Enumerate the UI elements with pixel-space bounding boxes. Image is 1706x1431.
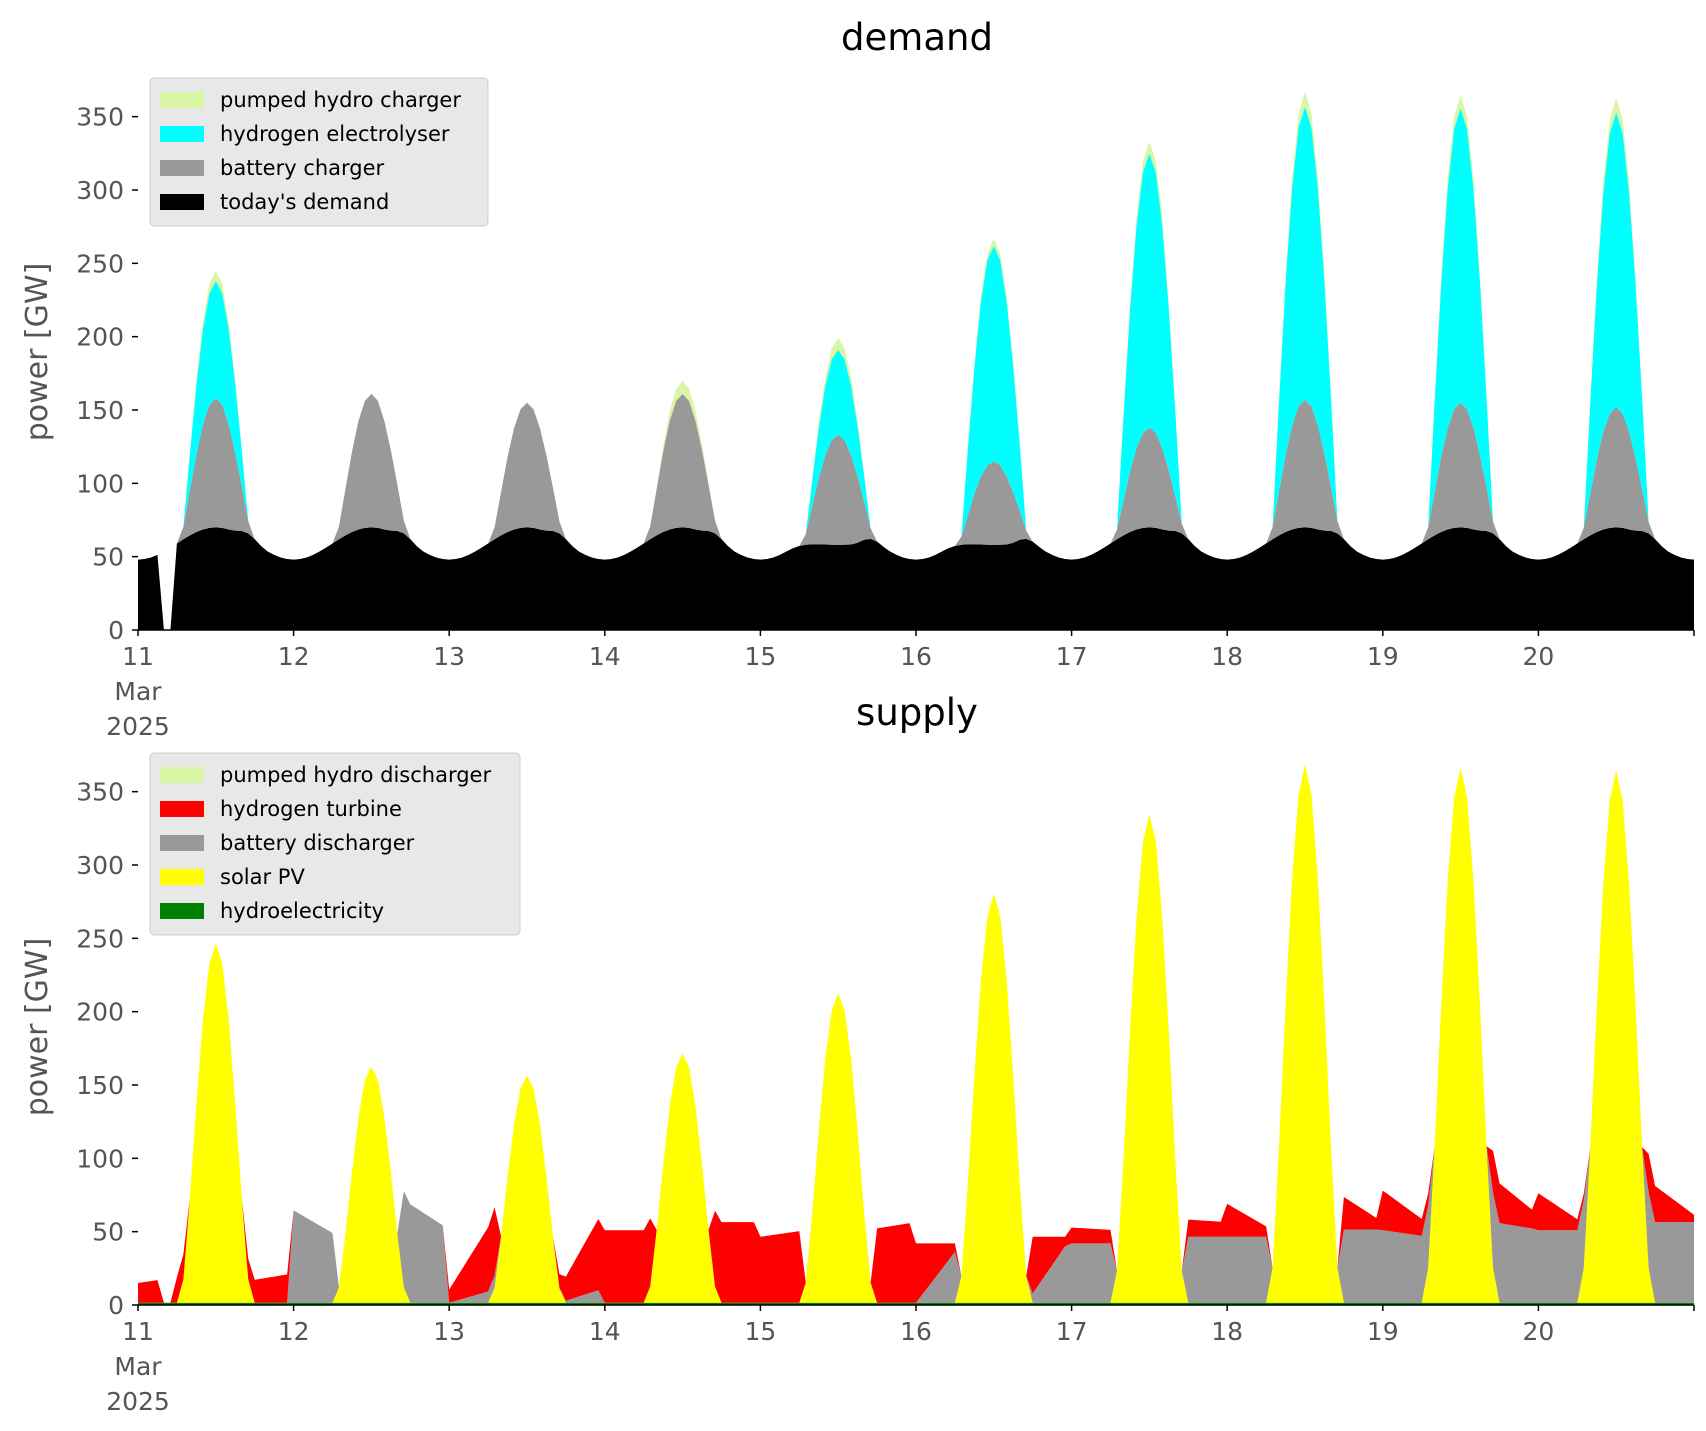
supply-x-tick-label: 12 <box>278 1317 310 1346</box>
supply-y-tick-label: 200 <box>76 998 124 1027</box>
supply-x-tick-sublabel: 2025 <box>106 1387 170 1416</box>
supply-legend-swatch-solar-pv <box>160 869 204 885</box>
supply-y-tick-label: 300 <box>76 851 124 880</box>
supply-y-tick-label: 350 <box>76 778 124 807</box>
demand-x-tick-label: 12 <box>278 642 310 671</box>
supply-y-tick-label: 250 <box>76 924 124 953</box>
supply-x-tick-label: 19 <box>1367 1317 1399 1346</box>
demand-y-tick-label: 150 <box>76 396 124 425</box>
supply-axes: 0 50 100 150 200 250 300 350 11 Mar 2025 12 13 14 15 16… <box>76 778 1695 1416</box>
supply-x-tick-sublabel: Mar <box>114 1352 162 1381</box>
supply-x-tick-label: 20 <box>1522 1317 1554 1346</box>
demand-panel: demand power [GW] 0 50 100 150 200 250 300 350 1… <box>20 16 1695 741</box>
demand-legend-label-pumped-hydro-charger: pumped hydro charger <box>220 88 461 112</box>
demand-legend-swatch-pumped-hydro-charger <box>160 92 204 108</box>
supply-legend-label-battery-discharger: battery discharger <box>220 831 415 855</box>
supply-title: supply <box>856 691 978 734</box>
supply-y-tick-label: 100 <box>76 1144 124 1173</box>
demand-x-tick-label: 14 <box>589 642 621 671</box>
supply-y-tick-label: 50 <box>92 1218 124 1247</box>
supply-legend-label-hydroelectricity: hydroelectricity <box>220 899 384 923</box>
supply-y-tick-label: 0 <box>108 1291 124 1320</box>
demand-y-tick-label: 100 <box>76 469 124 498</box>
demand-y-tick-label: 250 <box>76 249 124 278</box>
supply-x-tick-label: 18 <box>1211 1317 1243 1346</box>
demand-y-tick-label: 300 <box>76 176 124 205</box>
supply-x-tick-label: 16 <box>900 1317 932 1346</box>
demand-legend-swatch-hydrogen-electrolyser <box>160 126 204 142</box>
demand-axes: 0 50 100 150 200 250 300 350 11 Mar 2025 12 13 14 15 16… <box>76 103 1695 741</box>
supply-area-battery-discharger <box>138 764 1694 1303</box>
demand-legend-swatch-battery-charger <box>160 160 204 176</box>
supply-x-tick-label: 15 <box>744 1317 776 1346</box>
demand-legend-box <box>149 77 489 227</box>
demand-x-tick-sublabel: Mar <box>114 677 162 706</box>
supply-area-solar-pv <box>138 764 1694 1303</box>
supply-legend-swatch-battery-discharger <box>160 835 204 851</box>
supply-legend-swatch-hydroelectricity <box>160 903 204 919</box>
supply-legend-label-pumped-hydro-discharger: pumped hydro discharger <box>220 763 491 787</box>
demand-y-tick-label: 350 <box>76 103 124 132</box>
demand-legend-swatch-today-s-demand <box>160 194 204 210</box>
demand-area-hydrogen-electrolyser <box>138 106 1694 630</box>
supply-legend-box <box>149 752 521 936</box>
supply-legend-label-hydrogen-turbine: hydrogen turbine <box>220 797 402 821</box>
demand-area-battery-charger <box>138 393 1694 630</box>
demand-x-tick-label: 18 <box>1211 642 1243 671</box>
demand-legend-label-hydrogen-electrolyser: hydrogen electrolyser <box>220 122 450 146</box>
demand-legend-label-today-s-demand: today's demand <box>220 190 389 214</box>
supply-legend-label-solar-pv: solar PV <box>220 865 305 889</box>
supply-legend-swatch-hydrogen-turbine <box>160 801 204 817</box>
supply-legend: pumped hydro discharger hydrogen turbine b… <box>149 752 521 936</box>
demand-x-tick-label: 20 <box>1522 642 1554 671</box>
supply-legend-swatch-pumped-hydro-discharger <box>160 767 204 783</box>
supply-panel: supply power [GW] 0 50 100 150 200 250 300 350 1… <box>20 691 1695 1416</box>
demand-x-tick-label: 13 <box>433 642 465 671</box>
demand-stacked-areas <box>138 91 1694 631</box>
supply-y-tick-label: 150 <box>76 1071 124 1100</box>
demand-y-tick-label: 200 <box>76 323 124 352</box>
demand-x-tick-label: 11 <box>122 642 154 671</box>
demand-y-tick-label: 50 <box>92 543 124 572</box>
demand-x-tick-label: 16 <box>900 642 932 671</box>
demand-x-tick-label: 19 <box>1367 642 1399 671</box>
supply-x-tick-label: 13 <box>433 1317 465 1346</box>
demand-x-tick-sublabel: 2025 <box>106 712 170 741</box>
demand-area-today-s-demand <box>138 527 1694 630</box>
demand-legend-label-battery-charger: battery charger <box>220 156 385 180</box>
supply-y-axis-label: power [GW] <box>20 938 55 1117</box>
demand-legend: pumped hydro charger hydrogen electrolyse… <box>149 77 489 227</box>
supply-x-tick-label: 17 <box>1056 1317 1088 1346</box>
demand-x-tick-label: 17 <box>1056 642 1088 671</box>
demand-x-tick-label: 15 <box>744 642 776 671</box>
demand-y-axis-label: power [GW] <box>20 263 55 442</box>
demand-title: demand <box>841 16 993 59</box>
supply-x-tick-label: 14 <box>589 1317 621 1346</box>
supply-x-tick-label: 11 <box>122 1317 154 1346</box>
demand-y-tick-label: 0 <box>108 616 124 645</box>
